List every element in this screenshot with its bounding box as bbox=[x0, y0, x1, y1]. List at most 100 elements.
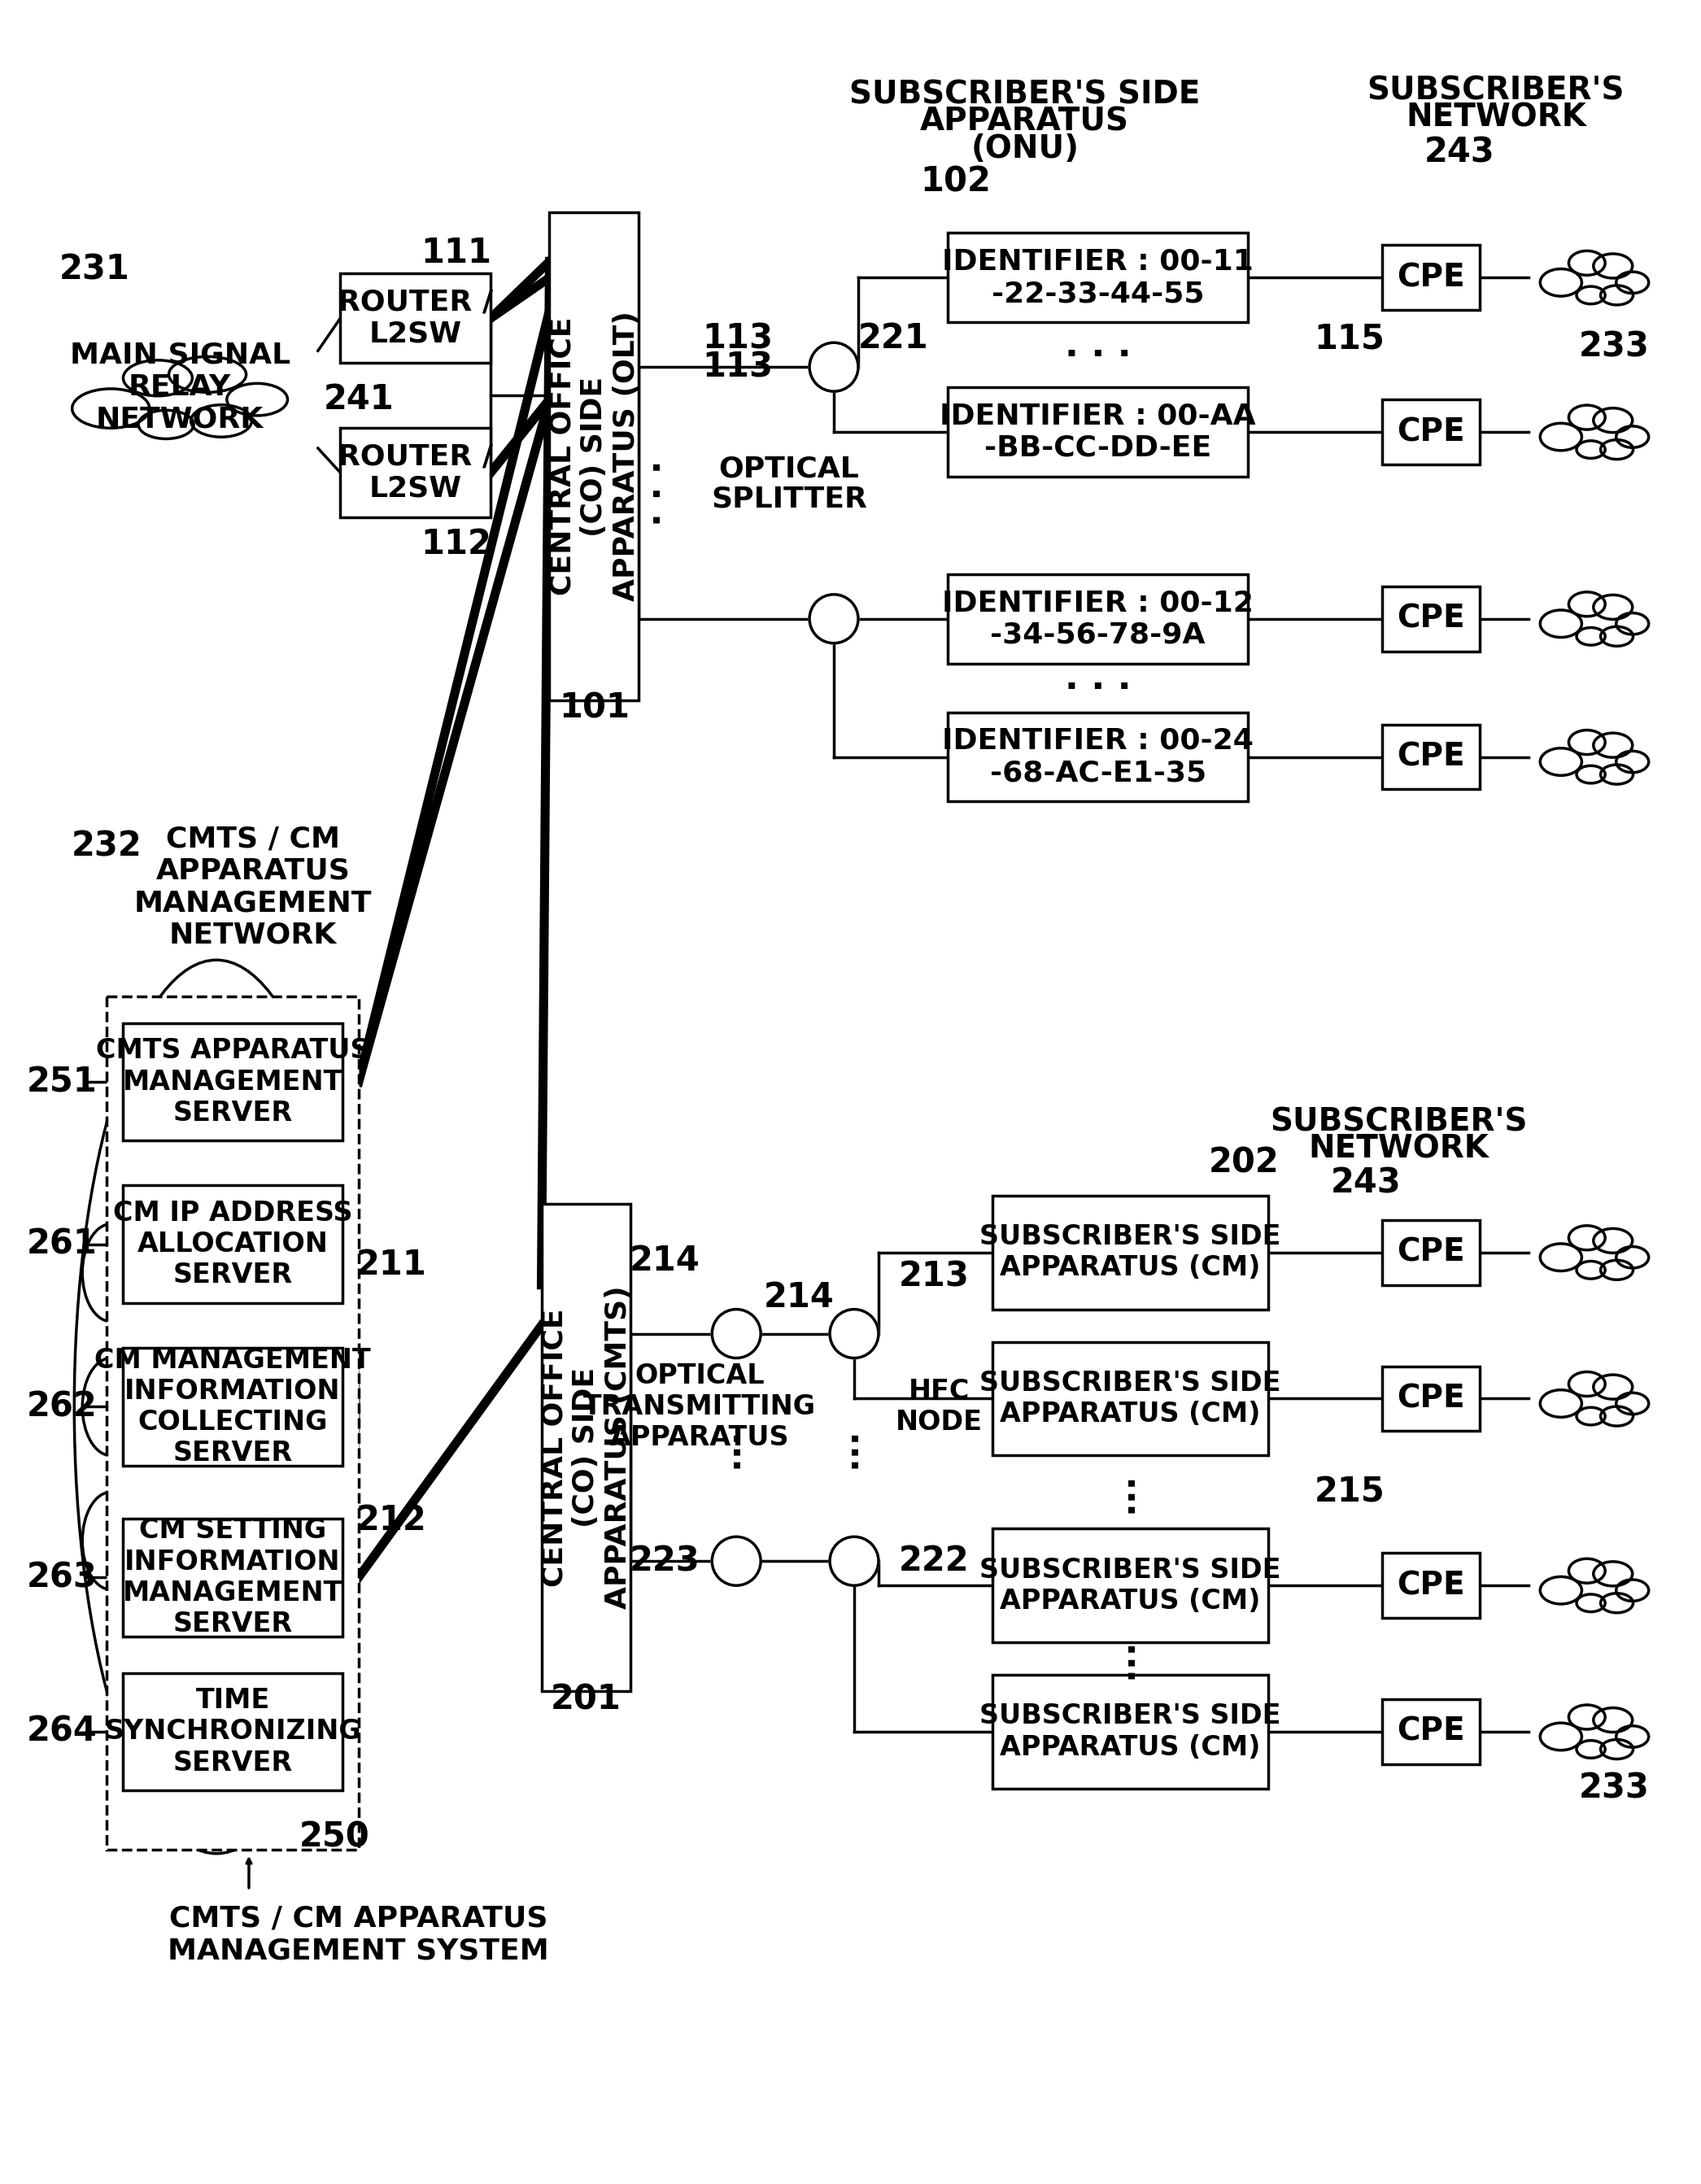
FancyBboxPatch shape bbox=[122, 1186, 342, 1304]
Text: ROUTER /
L2SW: ROUTER / L2SW bbox=[338, 288, 493, 347]
Text: · · ·: · · · bbox=[1065, 670, 1131, 705]
Circle shape bbox=[810, 594, 859, 644]
Text: CMTS / CM
APPARATUS
MANAGEMENT
NETWORK: CMTS / CM APPARATUS MANAGEMENT NETWORK bbox=[134, 826, 373, 948]
FancyBboxPatch shape bbox=[122, 1022, 342, 1140]
Text: SUBSCRIBER'S SIDE
APPARATUS (CM): SUBSCRIBER'S SIDE APPARATUS (CM) bbox=[980, 1369, 1281, 1428]
Ellipse shape bbox=[1616, 751, 1648, 773]
Ellipse shape bbox=[1568, 592, 1606, 616]
Ellipse shape bbox=[1577, 767, 1606, 784]
Text: 113: 113 bbox=[703, 349, 772, 384]
FancyBboxPatch shape bbox=[947, 574, 1249, 664]
Ellipse shape bbox=[1601, 1406, 1633, 1426]
Text: NETWORK: NETWORK bbox=[1405, 103, 1587, 133]
Ellipse shape bbox=[138, 411, 194, 439]
Text: 111: 111 bbox=[420, 236, 492, 271]
Ellipse shape bbox=[1601, 627, 1633, 646]
Text: CM IP ADDRESS
ALLOCATION
SERVER: CM IP ADDRESS ALLOCATION SERVER bbox=[112, 1199, 352, 1289]
Ellipse shape bbox=[1594, 1562, 1633, 1586]
Ellipse shape bbox=[191, 404, 252, 437]
Circle shape bbox=[713, 1308, 760, 1358]
Ellipse shape bbox=[1616, 271, 1648, 293]
FancyBboxPatch shape bbox=[1383, 1699, 1480, 1765]
FancyBboxPatch shape bbox=[947, 387, 1249, 476]
Text: ···: ··· bbox=[1112, 1472, 1148, 1514]
Ellipse shape bbox=[1539, 609, 1582, 638]
Ellipse shape bbox=[1539, 1243, 1582, 1271]
FancyBboxPatch shape bbox=[992, 1529, 1269, 1642]
Text: IDENTIFIER : 00-11
-22-33-44-55: IDENTIFIER : 00-11 -22-33-44-55 bbox=[942, 247, 1254, 308]
Ellipse shape bbox=[1616, 426, 1648, 448]
Ellipse shape bbox=[1577, 1594, 1606, 1612]
Text: HFC
NODE: HFC NODE bbox=[896, 1378, 983, 1435]
Ellipse shape bbox=[1594, 1230, 1633, 1254]
Text: CENTRAL OFFICE
(CO) SIDE
APPARATUS (OLT): CENTRAL OFFICE (CO) SIDE APPARATUS (OLT) bbox=[548, 310, 640, 601]
Text: OPTICAL
TRANSMITTING
APPARATUS: OPTICAL TRANSMITTING APPARATUS bbox=[583, 1363, 816, 1452]
Text: IDENTIFIER : 00-24
-68-AC-E1-35: IDENTIFIER : 00-24 -68-AC-E1-35 bbox=[942, 727, 1254, 786]
Ellipse shape bbox=[1577, 1741, 1606, 1758]
Ellipse shape bbox=[1616, 1579, 1648, 1601]
Text: ···: ··· bbox=[1112, 1638, 1148, 1679]
Circle shape bbox=[713, 1538, 760, 1586]
FancyBboxPatch shape bbox=[340, 273, 490, 363]
Ellipse shape bbox=[1594, 734, 1633, 758]
Text: MAIN SIGNAL
RELAY
NETWORK: MAIN SIGNAL RELAY NETWORK bbox=[70, 341, 291, 432]
Text: 243: 243 bbox=[1424, 135, 1495, 170]
Text: 221: 221 bbox=[859, 321, 929, 356]
Ellipse shape bbox=[1539, 1723, 1582, 1749]
FancyBboxPatch shape bbox=[947, 234, 1249, 323]
Text: 251: 251 bbox=[27, 1066, 97, 1099]
Text: 241: 241 bbox=[323, 382, 395, 417]
Ellipse shape bbox=[1594, 594, 1633, 620]
Text: 250: 250 bbox=[299, 1819, 369, 1854]
Ellipse shape bbox=[1539, 1577, 1582, 1603]
Text: 231: 231 bbox=[60, 253, 129, 286]
Text: 261: 261 bbox=[27, 1227, 97, 1262]
Ellipse shape bbox=[1539, 749, 1582, 775]
Text: CPE: CPE bbox=[1397, 1717, 1465, 1747]
Ellipse shape bbox=[1616, 1393, 1648, 1415]
Text: 102: 102 bbox=[920, 164, 992, 199]
Text: 222: 222 bbox=[898, 1544, 970, 1579]
FancyBboxPatch shape bbox=[1383, 1553, 1480, 1618]
FancyBboxPatch shape bbox=[1383, 1221, 1480, 1284]
Text: CPE: CPE bbox=[1397, 417, 1465, 448]
Ellipse shape bbox=[1601, 764, 1633, 784]
Ellipse shape bbox=[1568, 1225, 1606, 1249]
Text: CM MANAGEMENT
INFORMATION
COLLECTING
SERVER: CM MANAGEMENT INFORMATION COLLECTING SER… bbox=[95, 1348, 371, 1468]
Text: 213: 213 bbox=[898, 1260, 970, 1293]
Text: TIME
SYNCHRONIZING
SERVER: TIME SYNCHRONIZING SERVER bbox=[104, 1688, 361, 1776]
FancyBboxPatch shape bbox=[992, 1195, 1269, 1308]
Text: CMTS APPARATUS
MANAGEMENT
SERVER: CMTS APPARATUS MANAGEMENT SERVER bbox=[95, 1037, 369, 1127]
Ellipse shape bbox=[1568, 1559, 1606, 1583]
Ellipse shape bbox=[1616, 1725, 1648, 1747]
Text: 215: 215 bbox=[1315, 1474, 1385, 1509]
Ellipse shape bbox=[1568, 406, 1606, 430]
Ellipse shape bbox=[1594, 1374, 1633, 1400]
Ellipse shape bbox=[1539, 424, 1582, 450]
Ellipse shape bbox=[1568, 1372, 1606, 1396]
Ellipse shape bbox=[1594, 408, 1633, 432]
Ellipse shape bbox=[1601, 439, 1633, 459]
Ellipse shape bbox=[1601, 1260, 1633, 1280]
Ellipse shape bbox=[1539, 269, 1582, 297]
Text: SUBSCRIBER'S SIDE
APPARATUS (CM): SUBSCRIBER'S SIDE APPARATUS (CM) bbox=[980, 1704, 1281, 1760]
FancyBboxPatch shape bbox=[992, 1675, 1269, 1789]
Ellipse shape bbox=[1594, 1708, 1633, 1732]
Ellipse shape bbox=[1577, 441, 1606, 459]
Text: NETWORK: NETWORK bbox=[1308, 1133, 1488, 1164]
Ellipse shape bbox=[1594, 253, 1633, 277]
Text: 263: 263 bbox=[27, 1559, 97, 1594]
Text: 232: 232 bbox=[71, 830, 141, 863]
Ellipse shape bbox=[1616, 614, 1648, 633]
Text: CPE: CPE bbox=[1397, 262, 1465, 293]
Circle shape bbox=[810, 343, 859, 391]
FancyBboxPatch shape bbox=[549, 212, 640, 701]
FancyBboxPatch shape bbox=[107, 996, 359, 1850]
FancyBboxPatch shape bbox=[122, 1518, 342, 1636]
FancyBboxPatch shape bbox=[122, 1348, 342, 1465]
Circle shape bbox=[830, 1308, 878, 1358]
Text: SUBSCRIBER'S SIDE
APPARATUS (CM): SUBSCRIBER'S SIDE APPARATUS (CM) bbox=[980, 1223, 1281, 1282]
FancyBboxPatch shape bbox=[340, 428, 490, 518]
Text: OPTICAL: OPTICAL bbox=[720, 454, 859, 483]
FancyBboxPatch shape bbox=[1383, 725, 1480, 788]
